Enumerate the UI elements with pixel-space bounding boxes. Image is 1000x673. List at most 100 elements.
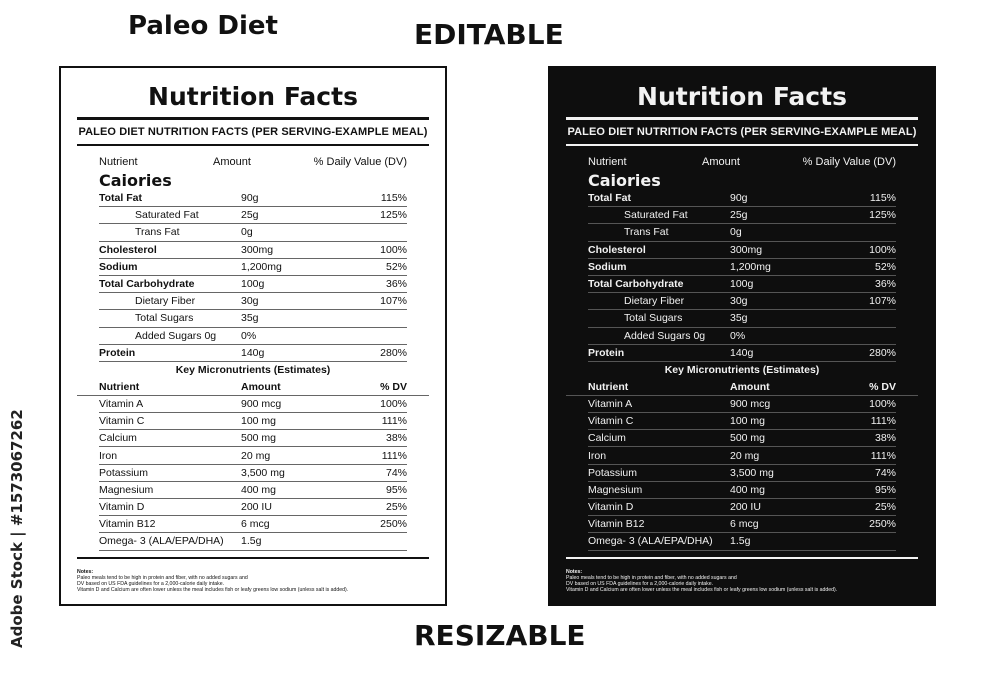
note-line: Paleo meals tend to be high in protein a… — [77, 574, 248, 581]
micronutrient-name: Vitamin C — [588, 415, 634, 428]
micronutrient-amount: 6 mcg — [241, 518, 270, 531]
micronutrient-header: Nutrient Amount % DV — [77, 379, 429, 396]
micronutrient-dv: 95% — [385, 483, 407, 496]
column-amount: Amount — [213, 156, 251, 168]
label-subtitle: PALEO DIET NUTRITION FACTS (PER SERVING-… — [567, 126, 917, 138]
micronutrient-amount: 500 mg — [241, 432, 277, 445]
nutrient-row: Cholesterol 300mg 100% — [99, 242, 407, 259]
nutrient-row: Added Sugars 0g 0% — [99, 328, 407, 345]
nutrient-row: Total Fat 90g 115% — [588, 190, 896, 208]
nutrient-row: Trans Fat 0g — [99, 224, 407, 242]
nutrient-name: Added Sugars 0g — [135, 329, 217, 342]
micronutrient-row: Vitamin C 100 mg 111% — [99, 413, 407, 431]
micronutrient-dv: 38% — [874, 432, 896, 445]
nutrient-row: Protein 140g 280% — [588, 345, 896, 362]
micronutrient-dv: 111% — [381, 415, 407, 428]
nutrient-name: Total Fat — [588, 192, 631, 205]
calories-label: Caiories — [99, 171, 172, 190]
resizable-heading: RESIZABLE — [414, 619, 586, 652]
micronutrient-dv: 38% — [385, 432, 407, 445]
nutrient-name: Trans Fat — [135, 226, 180, 239]
thick-rule — [77, 117, 429, 120]
nutrient-amount: 300mg — [241, 243, 274, 256]
diet-heading: Paleo Diet — [128, 11, 278, 41]
nutrient-amount: 35g — [730, 312, 748, 325]
micronutrient-amount: 1.5g — [730, 535, 751, 548]
nutrient-amount: 0% — [730, 329, 746, 342]
micro-column-amount: Amount — [730, 380, 770, 393]
micronutrient-row: Calcium 500 mg 38% — [99, 430, 407, 448]
micronutrient-amount: 20 mg — [730, 449, 760, 462]
micronutrient-amount: 200 IU — [241, 501, 272, 514]
notes-title: Notes: — [77, 568, 94, 575]
micronutrient-row: Vitamin B12 6 mcg 250% — [588, 516, 896, 534]
nutrient-row: Total Carbohydrate 100g 36% — [99, 276, 407, 294]
micronutrient-name: Magnesium — [99, 483, 154, 496]
micronutrient-dv: 100% — [869, 397, 896, 410]
micronutrient-name: Vitamin D — [99, 501, 145, 514]
column-dv: % Daily Value (DV) — [313, 156, 407, 168]
nutrient-name: Saturated Fat — [624, 209, 688, 222]
stock-credit: Adobe Stock | #1573067262 — [8, 409, 26, 648]
nutrient-dv: 52% — [874, 260, 896, 273]
micronutrient-row: Iron 20 mg 111% — [99, 447, 407, 465]
nutrient-dv: 100% — [869, 243, 896, 256]
nutrient-name: Total Carbohydrate — [99, 278, 195, 291]
note-line: Paleo meals tend to be high in protein a… — [566, 574, 737, 581]
micronutrient-name: Potassium — [588, 466, 638, 479]
note-line: DV based on US FDA guidelines for a 2,00… — [566, 580, 714, 587]
nutrient-dv: 125% — [869, 209, 896, 222]
nutrient-name: Cholesterol — [99, 243, 157, 256]
calories-label: Caiories — [588, 171, 661, 190]
micronutrient-amount: 100 mg — [241, 415, 277, 428]
nutrient-row: Added Sugars 0g 0% — [588, 328, 896, 345]
column-nutrient: Nutrient — [588, 156, 627, 168]
nutrient-amount: 1,200mg — [730, 260, 771, 273]
nutrient-dv: 36% — [385, 278, 407, 291]
micronutrient-dv: 74% — [874, 466, 896, 479]
micronutrient-row: Omega- 3 (ALA/EPA/DHA) 1.5g — [588, 533, 896, 551]
micronutrient-row: Vitamin A 900 mcg 100% — [99, 396, 407, 414]
micro-column-dv: % DV — [380, 380, 407, 393]
nutrient-dv: 280% — [869, 346, 896, 359]
micronutrient-dv: 250% — [380, 518, 407, 531]
medium-rule — [566, 556, 918, 559]
micronutrient-dv: 95% — [874, 483, 896, 496]
nutrient-name: Added Sugars 0g — [624, 329, 706, 342]
micronutrient-amount: 400 mg — [241, 483, 277, 496]
nutrient-name: Protein — [99, 346, 136, 359]
nutrient-dv: 125% — [380, 209, 407, 222]
micronutrient-name: Vitamin B12 — [588, 518, 645, 531]
nutrient-amount: 30g — [730, 295, 748, 308]
micro-column-amount: Amount — [241, 380, 281, 393]
nutrient-dv: 280% — [380, 346, 407, 359]
micronutrient-name: Omega- 3 (ALA/EPA/DHA) — [588, 535, 713, 548]
nutrient-amount: 25g — [241, 209, 259, 222]
micronutrients-title: Key Micronutrients (Estimates) — [664, 363, 820, 376]
thick-rule — [566, 117, 918, 120]
main-nutrient-rows: Total Fat 90g 115% Saturated Fat 25g 125% Tran… — [77, 190, 429, 362]
nutrient-dv: 115% — [380, 192, 407, 205]
micronutrient-amount: 400 mg — [730, 483, 766, 496]
nutrient-name: Dietary Fiber — [135, 295, 196, 308]
nutrient-row: Saturated Fat 25g 125% — [99, 207, 407, 225]
micro-column-nutrient: Nutrient — [99, 380, 140, 393]
micronutrient-rows: Vitamin A 900 mcg 100% Vitamin C 100 mg 111% C… — [566, 396, 918, 551]
nutrient-amount: 140g — [730, 346, 754, 359]
nutrient-row: Cholesterol 300mg 100% — [588, 242, 896, 259]
micronutrient-row: Vitamin A 900 mcg 100% — [588, 396, 896, 414]
nutrient-row: Saturated Fat 25g 125% — [588, 207, 896, 225]
column-dv: % Daily Value (DV) — [802, 156, 896, 168]
micro-column-nutrient: Nutrient — [588, 380, 629, 393]
micronutrient-amount: 100 mg — [730, 415, 766, 428]
micronutrient-name: Iron — [588, 449, 607, 462]
nutrient-dv: 52% — [385, 260, 407, 273]
micronutrient-amount: 6 mcg — [730, 518, 759, 531]
nutrient-amount: 25g — [730, 209, 748, 222]
note-line: DV based on US FDA guidelines for a 2,00… — [77, 580, 225, 587]
micronutrient-dv: 111% — [870, 415, 896, 428]
nutrient-name: Total Sugars — [135, 312, 194, 325]
micronutrient-amount: 900 mcg — [730, 397, 771, 410]
micronutrient-dv: 25% — [874, 501, 896, 514]
micronutrient-name: Vitamin B12 — [99, 518, 156, 531]
